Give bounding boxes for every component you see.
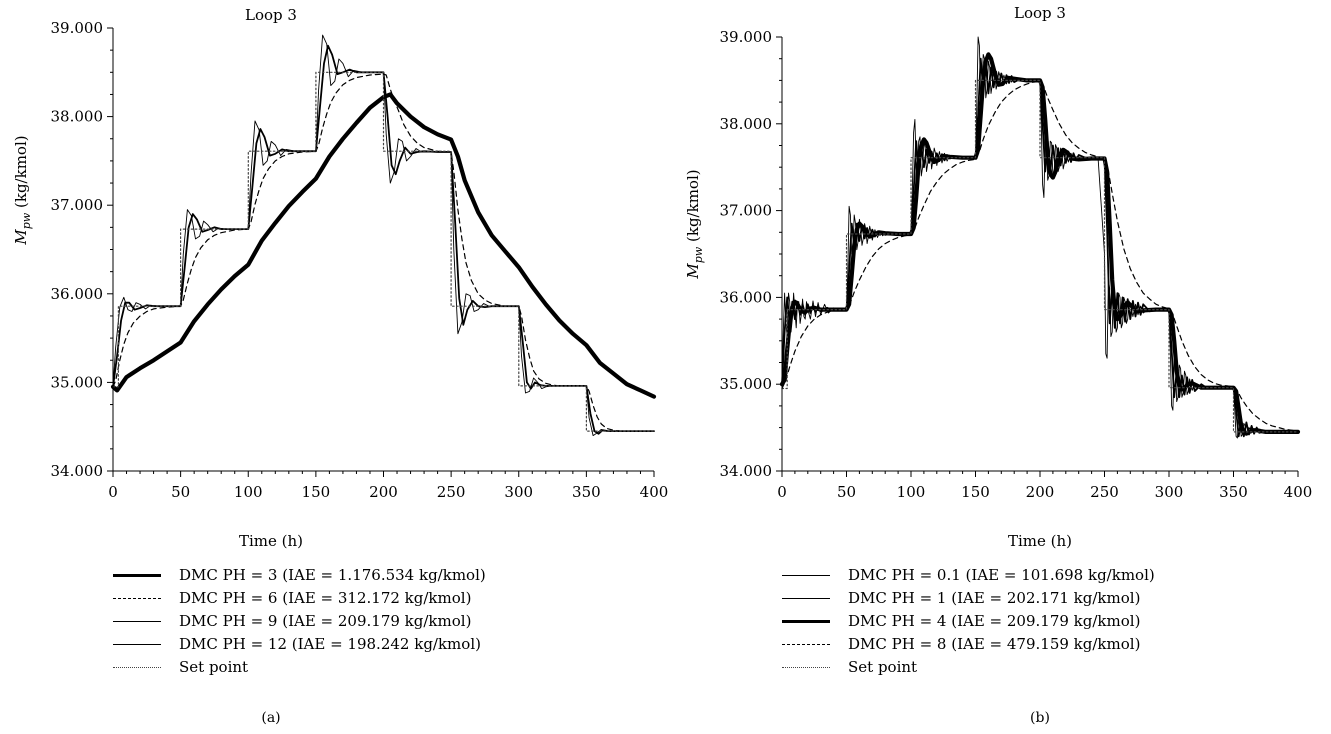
chart-b-y-tick-label: 34.000 bbox=[720, 462, 773, 480]
chart-b-x-tick-label: 150 bbox=[961, 483, 990, 501]
chart-b-x-tick-label: 350 bbox=[1219, 483, 1248, 501]
chart-b-legend-label: DMC PH = 1 (IAE = 202.171 kg/kmol) bbox=[848, 589, 1141, 607]
chart-a-x-tick-label: 150 bbox=[302, 483, 331, 501]
chart-a-axes: 0 50 100 150 200 250 300 350 400 34.000 35.000 36.0… bbox=[51, 19, 669, 501]
chart-b-legend-swatch bbox=[782, 575, 830, 576]
chart-a-legend-label: DMC PH = 6 (IAE = 312.172 kg/kmol) bbox=[179, 589, 472, 607]
chart-a-x-tick-label: 200 bbox=[369, 483, 398, 501]
chart-b-series-0-line bbox=[781, 57, 1299, 438]
chart-a-y-tick-label: 34.000 bbox=[51, 462, 104, 480]
chart-a-x-tick-label: 50 bbox=[171, 483, 190, 501]
chart-a-x-tick-label: 0 bbox=[108, 483, 118, 501]
chart-a-legend-item: Set point bbox=[113, 656, 486, 679]
chart-b-x-tick-label: 200 bbox=[1026, 483, 1055, 501]
chart-b-x-tick-label: 0 bbox=[777, 483, 787, 501]
chart-a-series-4-line bbox=[112, 71, 655, 432]
chart-a-x-tick-label: 300 bbox=[504, 483, 533, 501]
chart-a-y-tick-label: 37.000 bbox=[51, 196, 104, 214]
chart-b-legend-swatch bbox=[782, 667, 830, 668]
chart-b-axes: 0 50 100 150 200 250 300 350 400 34.000 35.000 36.0… bbox=[720, 28, 1313, 501]
chart-a-title: Loop 3 bbox=[245, 6, 297, 24]
chart-b-legend-label: DMC PH = 0.1 (IAE = 101.698 kg/kmol) bbox=[848, 566, 1155, 584]
chart-b-legend-label: Set point bbox=[848, 658, 918, 676]
chart-a-x-tick-label: 350 bbox=[572, 483, 601, 501]
chart-b-legend-swatch bbox=[782, 620, 830, 623]
chart-b-x-tick-label: 400 bbox=[1284, 483, 1313, 501]
chart-b-legend-item: DMC PH = 8 (IAE = 479.159 kg/kmol) bbox=[782, 633, 1155, 656]
chart-b-y-tick-label: 37.000 bbox=[720, 202, 773, 220]
chart-a-legend: DMC PH = 3 (IAE = 1.176.534 kg/kmol) DMC … bbox=[113, 564, 486, 679]
chart-b-x-tick-label: 100 bbox=[897, 483, 926, 501]
chart-a-legend-swatch bbox=[113, 621, 161, 622]
chart-b-x-tick-label: 50 bbox=[837, 483, 856, 501]
chart-a-series-0-line bbox=[110, 92, 657, 399]
chart-b-series-3-line bbox=[781, 80, 1299, 432]
chart-b-y-tick-label: 36.000 bbox=[720, 288, 773, 306]
chart-a-y-tick-label: 36.000 bbox=[51, 285, 104, 303]
chart-b-y-axis-label: Mpw (kg/kmol) bbox=[684, 169, 705, 279]
chart-a-x-tick-label: 400 bbox=[640, 483, 669, 501]
chart-a-legend-swatch bbox=[113, 644, 161, 645]
chart-a-series-1-line bbox=[112, 73, 655, 432]
chart-a-legend-item: DMC PH = 3 (IAE = 1.176.534 kg/kmol) bbox=[113, 564, 486, 587]
chart-a-legend-item: DMC PH = 9 (IAE = 209.179 kg/kmol) bbox=[113, 610, 486, 633]
chart-b-plot: 0 50 100 150 200 250 300 350 400 34.000 35.000 36.0… bbox=[684, 4, 1313, 550]
chart-a-x-axis-label: Time (h) bbox=[239, 532, 303, 550]
chart-a-y-axis-label: Mpw (kg/kmol) bbox=[12, 135, 33, 245]
chart-a-legend-swatch bbox=[113, 598, 161, 599]
chart-b-panel-label: (b) bbox=[1030, 710, 1050, 726]
chart-b-y-tick-label: 35.000 bbox=[720, 375, 773, 393]
chart-a-legend-item: DMC PH = 6 (IAE = 312.172 kg/kmol) bbox=[113, 587, 486, 610]
chart-b-legend-item: DMC PH = 0.1 (IAE = 101.698 kg/kmol) bbox=[782, 564, 1155, 587]
chart-a-y-tick-label: 38.000 bbox=[51, 108, 104, 126]
chart-b-x-tick-label: 250 bbox=[1090, 483, 1119, 501]
chart-b-series-4-line bbox=[781, 79, 1299, 433]
chart-b-series-layer bbox=[779, 36, 1301, 439]
chart-b-legend-swatch bbox=[782, 644, 830, 645]
chart-panel-a: 0 50 100 150 200 250 300 350 400 34.000 35.000 36.0… bbox=[0, 0, 668, 734]
chart-b-legend-item: Set point bbox=[782, 656, 1155, 679]
chart-a-legend-label: DMC PH = 3 (IAE = 1.176.534 kg/kmol) bbox=[179, 566, 486, 584]
chart-a-y-tick-label: 39.000 bbox=[51, 19, 104, 37]
chart-b-legend-swatch bbox=[782, 598, 830, 599]
chart-b-y-tick-label: 38.000 bbox=[720, 115, 773, 133]
chart-a-plot: 0 50 100 150 200 250 300 350 400 34.000 35.000 36.0… bbox=[12, 6, 668, 550]
chart-a-legend-swatch bbox=[113, 667, 161, 668]
chart-b-legend-label: DMC PH = 4 (IAE = 209.179 kg/kmol) bbox=[848, 612, 1141, 630]
chart-a-legend-label: DMC PH = 9 (IAE = 209.179 kg/kmol) bbox=[179, 612, 472, 630]
chart-a-x-tick-label: 100 bbox=[234, 483, 263, 501]
chart-a-series-layer bbox=[110, 34, 657, 437]
chart-b-y-tick-label: 39.000 bbox=[720, 28, 773, 46]
chart-panel-b: 0 50 100 150 200 250 300 350 400 34.000 35.000 36.0… bbox=[666, 0, 1331, 734]
chart-a-legend-label: Set point bbox=[179, 658, 249, 676]
chart-b-legend-item: DMC PH = 4 (IAE = 209.179 kg/kmol) bbox=[782, 610, 1155, 633]
chart-a-y-tick-label: 35.000 bbox=[51, 373, 104, 391]
chart-a-x-tick-label: 250 bbox=[437, 483, 466, 501]
chart-b-title: Loop 3 bbox=[1014, 4, 1066, 22]
chart-a-legend-swatch bbox=[113, 574, 161, 577]
chart-b-x-tick-label: 300 bbox=[1155, 483, 1184, 501]
chart-b-x-axis-label: Time (h) bbox=[1008, 532, 1072, 550]
chart-a-panel-label: (a) bbox=[261, 710, 281, 726]
chart-b-legend-label: DMC PH = 8 (IAE = 479.159 kg/kmol) bbox=[848, 635, 1141, 653]
chart-a-legend-label: DMC PH = 12 (IAE = 198.242 kg/kmol) bbox=[179, 635, 481, 653]
chart-b-legend: DMC PH = 0.1 (IAE = 101.698 kg/kmol) DMC … bbox=[782, 564, 1155, 679]
chart-b-legend-item: DMC PH = 1 (IAE = 202.171 kg/kmol) bbox=[782, 587, 1155, 610]
chart-a-legend-item: DMC PH = 12 (IAE = 198.242 kg/kmol) bbox=[113, 633, 486, 656]
